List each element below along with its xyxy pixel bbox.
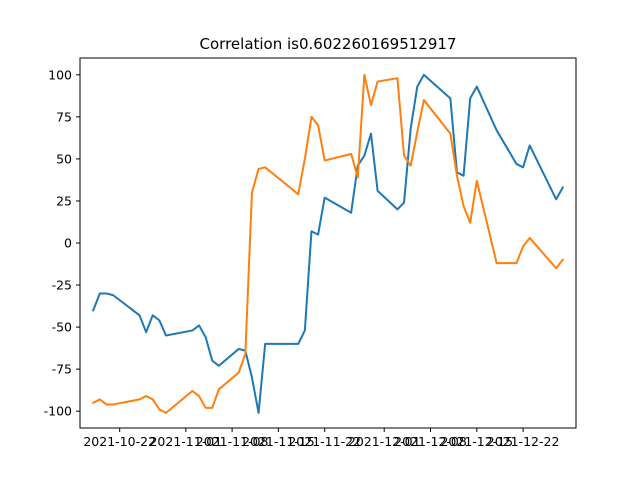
x-tick-label: 2021-10-22: [83, 434, 156, 449]
x-tick-label: 2021-12-01: [348, 434, 421, 449]
y-tick-label: -100: [44, 404, 72, 419]
y-tick-label: 50: [56, 151, 72, 166]
plot-frame: [79, 57, 577, 429]
x-tick-label: 2021-12-22: [487, 434, 560, 449]
chart-title: Correlation is0.602260169512917: [200, 35, 457, 53]
y-tick-label: 25: [56, 193, 72, 208]
x-tick-label: 2021-12-08: [394, 434, 467, 449]
series-line-1: [91, 73, 565, 414]
y-tick-label: -50: [52, 320, 72, 335]
x-axis: 2021-10-222021-11-012021-11-082021-11-15…: [83, 428, 559, 449]
x-tick-label: 2021-11-08: [196, 434, 269, 449]
series-line-2: [91, 73, 565, 414]
y-tick-label: 0: [64, 236, 72, 251]
y-axis: 100 75 50 25 0 -25 -50 -75 -100: [44, 67, 80, 419]
y-tick-label: -75: [52, 362, 72, 377]
y-tick-label: 75: [56, 109, 72, 124]
series-layer: [91, 73, 565, 414]
x-tick-label: 2021-11-01: [149, 434, 222, 449]
x-tick-label: 2021-12-15: [440, 434, 513, 449]
x-tick-label: 2021-11-22: [288, 434, 361, 449]
x-tick-label: 2021-11-15: [242, 434, 315, 449]
y-tick-label: -25: [52, 278, 72, 293]
y-tick-label: 100: [48, 67, 72, 82]
